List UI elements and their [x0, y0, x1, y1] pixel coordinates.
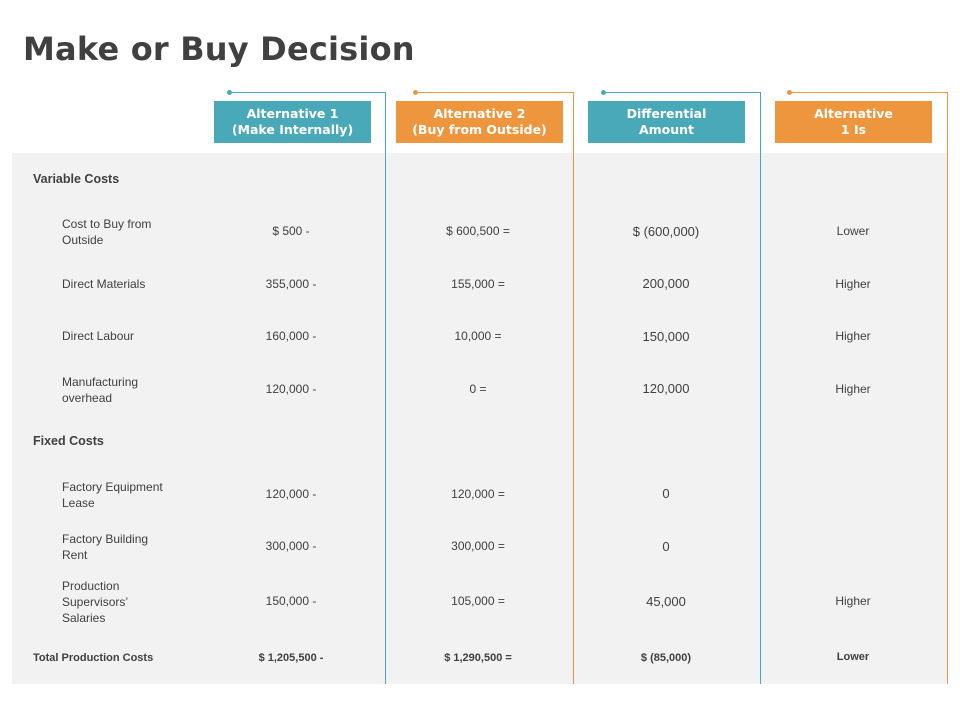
- page-title: Make or Buy Decision: [23, 30, 415, 68]
- row-label: Direct Labour: [62, 329, 135, 343]
- row-label: Factory Equipment Lease: [62, 480, 163, 510]
- result-value: Higher: [835, 329, 871, 343]
- row-label: Direct Materials: [62, 277, 146, 291]
- header-differential-amount: Differential Amount: [588, 101, 745, 143]
- alt2-value: 120,000 =: [451, 487, 505, 501]
- alt1-value: 160,000 -: [265, 329, 317, 343]
- alt1-value: 120,000 -: [265, 487, 317, 501]
- table-panel: [12, 153, 948, 684]
- differential-value: 150,000: [642, 329, 690, 344]
- section-fixed-costs: Fixed Costs: [33, 434, 104, 448]
- connector-line: [787, 92, 948, 93]
- total-alt1-value: $ 1,205,500 -: [258, 652, 324, 664]
- alt2-value: 105,000 =: [451, 594, 505, 608]
- alt2-value: $ 600,500 =: [446, 224, 510, 238]
- differential-value: 200,000: [642, 276, 690, 291]
- differential-value: 0: [662, 539, 670, 554]
- connector-line: [413, 92, 574, 93]
- row-label: Production Supervisors’ Salaries: [62, 579, 129, 625]
- result-value: Higher: [835, 594, 871, 608]
- column-divider: [760, 92, 761, 684]
- differential-value: 120,000: [642, 381, 690, 396]
- header-alternative-2: Alternative 2 (Buy from Outside): [396, 101, 563, 143]
- column-connector-2: [413, 90, 575, 684]
- differential-value: $ (600,000): [632, 224, 700, 239]
- column-connector-3: [601, 90, 762, 684]
- total-differential-value: $ (85,000): [640, 652, 692, 664]
- total-result-value: Lower: [836, 651, 870, 663]
- alt2-value: 10,000 =: [454, 329, 502, 343]
- alt1-value: $ 500 -: [272, 224, 310, 238]
- result-value: Lower: [836, 224, 870, 238]
- connector-line: [227, 92, 386, 93]
- differential-value: 45,000: [646, 594, 686, 609]
- row-label: Factory Building Rent: [62, 532, 149, 562]
- header-alternative-1: Alternative 1 (Make Internally): [214, 101, 371, 143]
- alt2-value: 155,000 =: [451, 277, 505, 291]
- alt2-value: 0 =: [469, 382, 487, 396]
- total-label: Total Production Costs: [33, 652, 154, 664]
- column-divider: [947, 92, 948, 684]
- column-divider: [385, 92, 386, 684]
- alt1-value: 355,000 -: [265, 277, 317, 291]
- row-label: Cost to Buy from Outside: [62, 217, 152, 247]
- column-connector-1: [227, 90, 387, 684]
- column-connector-4: [787, 90, 949, 684]
- alt1-value: 300,000 -: [265, 539, 317, 553]
- column-divider: [573, 92, 574, 684]
- alt1-value: 120,000 -: [265, 382, 317, 396]
- result-value: Higher: [835, 382, 871, 396]
- alt2-value: 300,000 =: [451, 539, 505, 553]
- total-alt2-value: $ 1,290,500 =: [444, 652, 512, 664]
- section-variable-costs: Variable Costs: [33, 172, 120, 186]
- differential-value: 0: [662, 486, 670, 501]
- header-alternative-1-is: Alternative 1 Is: [775, 101, 932, 143]
- row-label: Manufacturing overhead: [62, 375, 139, 405]
- connector-line: [601, 92, 761, 93]
- result-value: Higher: [835, 277, 871, 291]
- alt1-value: 150,000 -: [265, 594, 317, 608]
